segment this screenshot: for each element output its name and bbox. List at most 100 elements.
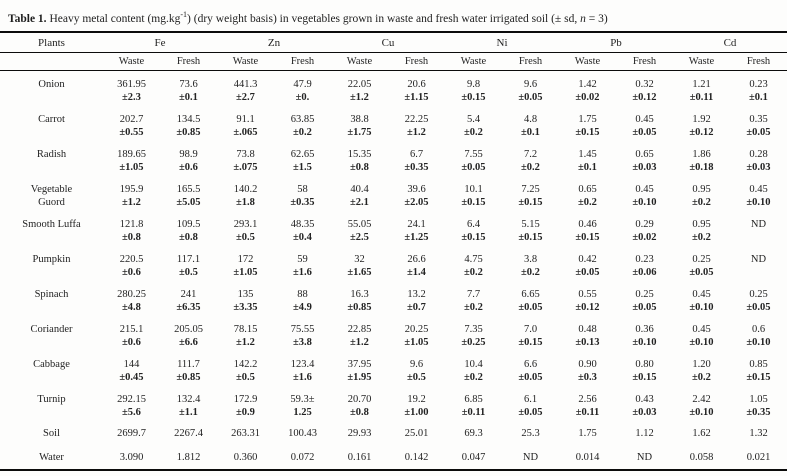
data-cell: 1.32: [730, 421, 787, 445]
table-row-coriander: Coriander 215.1 ±0.6 205.05 ±6.6 78.15 ±1.2 75.…: [0, 316, 787, 351]
table-row-turnip: Turnip 292.15 ±5.6 132.4 ±1.1 172.9 ±0.9 59.3± 1…: [0, 386, 787, 421]
plant-row-label: Water: [0, 445, 103, 470]
cell-value: 0.45: [635, 113, 654, 125]
cell-value: 202.7: [119, 113, 144, 125]
cell-value: 6.65: [521, 288, 540, 300]
cell-sd: ±3.35: [233, 301, 258, 313]
cell-value: 88: [297, 288, 308, 300]
cell-sd: ±1.8: [236, 196, 255, 208]
cell-sd: ±0.85: [176, 126, 201, 138]
cell-sd: 1.25: [293, 406, 312, 418]
cell-value: 0.46: [578, 218, 597, 230]
cell-value: 32: [354, 253, 365, 265]
plant-row-label: Coriander: [0, 316, 103, 351]
cell-sd: ±0.35: [404, 161, 429, 173]
data-cell: 22.25 ±1.2: [388, 106, 445, 141]
cell-sd: ±0.45: [119, 371, 144, 383]
cell-sd: ±1.15: [404, 91, 429, 103]
plant-name: Coriander: [30, 323, 73, 335]
cell-value: 19.2: [407, 393, 426, 405]
cell-value: 73.8: [236, 148, 255, 160]
metal-header-fe: Fe: [103, 31, 217, 53]
cell-sd: ±0.05: [689, 266, 714, 278]
data-cell: 2699.7: [103, 421, 160, 445]
data-cell: 3.8 ±0.2: [502, 246, 559, 281]
plant-name: Spinach: [34, 288, 69, 300]
cell-value: 58: [297, 183, 308, 195]
data-cell: 73.6 ±0.1: [160, 70, 217, 106]
cell-value: 263.31: [231, 427, 260, 439]
cell-value: 0.85: [749, 358, 768, 370]
data-cell: 26.6 ±1.4: [388, 246, 445, 281]
data-cell: 10.1 ±0.15: [445, 176, 502, 211]
cell-sd: ±0.15: [746, 371, 771, 383]
cell-value: 0.43: [635, 393, 654, 405]
metal-header-zn: Zn: [217, 31, 331, 53]
source-header-row: Waste Fresh Waste Fresh Waste Fresh Waste Fresh…: [0, 52, 787, 71]
cell-value: 6.6: [523, 358, 538, 370]
data-cell: 1.45 ±0.1: [559, 141, 616, 176]
cell-sd: ±0.05: [632, 126, 657, 138]
cell-value: 0.6: [751, 323, 766, 335]
plant-name: Vegetable: [30, 183, 73, 195]
cell-value: 1.75: [578, 113, 597, 125]
subcol-header-waste-ni: Waste: [445, 52, 502, 71]
data-cell: 195.9 ±1.2: [103, 176, 160, 211]
data-cell: 16.3 ±0.85: [331, 281, 388, 316]
data-cell: 40.4 ±2.1: [331, 176, 388, 211]
cell-sd: ±2.3: [122, 91, 141, 103]
cell-value: 1.86: [692, 148, 711, 160]
cell-sd: ±0.7: [407, 301, 426, 313]
cell-value: 0.32: [635, 78, 654, 90]
cell-value: 7.7: [466, 288, 481, 300]
data-cell: 100.43: [274, 421, 331, 445]
data-cell: 0.95 ±0.2: [673, 211, 730, 246]
cell-value: 0.142: [404, 451, 429, 463]
cell-sd: ±0.05: [746, 301, 771, 313]
cell-value: 0.65: [578, 183, 597, 195]
cell-sd: ±2.5: [350, 231, 369, 243]
cell-value: 6.7: [409, 148, 424, 160]
data-cell: 0.23 ±0.06: [616, 246, 673, 281]
data-cell: 140.2 ±1.8: [217, 176, 274, 211]
cell-sd: ±1.6: [293, 371, 312, 383]
cell-value: 37.95: [347, 358, 372, 370]
cell-sd: ±1.2: [236, 336, 255, 348]
data-cell: 1.75 ±0.15: [559, 106, 616, 141]
data-cell: 0.95 ±0.2: [673, 176, 730, 211]
table-head: Plants Fe Zn Cu Ni Pb Cd Waste Fresh Waste Fresh Wa…: [0, 31, 787, 71]
data-cell: ND: [730, 246, 787, 281]
data-cell: 15.35 ±0.8: [331, 141, 388, 176]
cell-sd: ±1.4: [407, 266, 426, 278]
cell-sd: ±0.10: [632, 336, 657, 348]
cell-sd: ±0.02: [575, 91, 600, 103]
cell-value: 1.62: [692, 427, 711, 439]
plant-row-label: Turnip: [0, 386, 103, 421]
cell-value: 2.42: [692, 393, 711, 405]
cell-value: 0.29: [635, 218, 654, 230]
cell-sd: ±.075: [233, 161, 258, 173]
cell-sd: ±0.1: [749, 91, 768, 103]
data-cell: 19.2 ±1.00: [388, 386, 445, 421]
cell-value: 0.36: [635, 323, 654, 335]
data-cell: 0.65 ±0.2: [559, 176, 616, 211]
cell-value: 48.35: [290, 218, 315, 230]
cell-value: 2.56: [578, 393, 597, 405]
data-cell: 55.05 ±2.5: [331, 211, 388, 246]
cell-sd: ±0.8: [350, 161, 369, 173]
plant-name: Soil: [43, 427, 60, 439]
plant-row-label: Vegetable Guord: [0, 176, 103, 211]
table-body: Onion 361.95 ±2.3 73.6 ±0.1 441.3 ±2.7 47.9 ±0. 2…: [0, 70, 787, 470]
cell-value: 144: [123, 358, 140, 370]
cell-sd: ±2.05: [404, 196, 429, 208]
cell-value: 0.25: [692, 253, 711, 265]
data-cell: 0.45 ±0.10: [730, 176, 787, 211]
cell-value: 98.9: [179, 148, 198, 160]
cell-sd: ±0.15: [461, 196, 486, 208]
cell-sd: ±0.12: [575, 301, 600, 313]
data-cell: 63.85 ±0.2: [274, 106, 331, 141]
cell-value: 0.42: [578, 253, 597, 265]
cell-value: 5.4: [466, 113, 481, 125]
data-cell: 241 ±6.35: [160, 281, 217, 316]
data-cell: 22.85 ±1.2: [331, 316, 388, 351]
